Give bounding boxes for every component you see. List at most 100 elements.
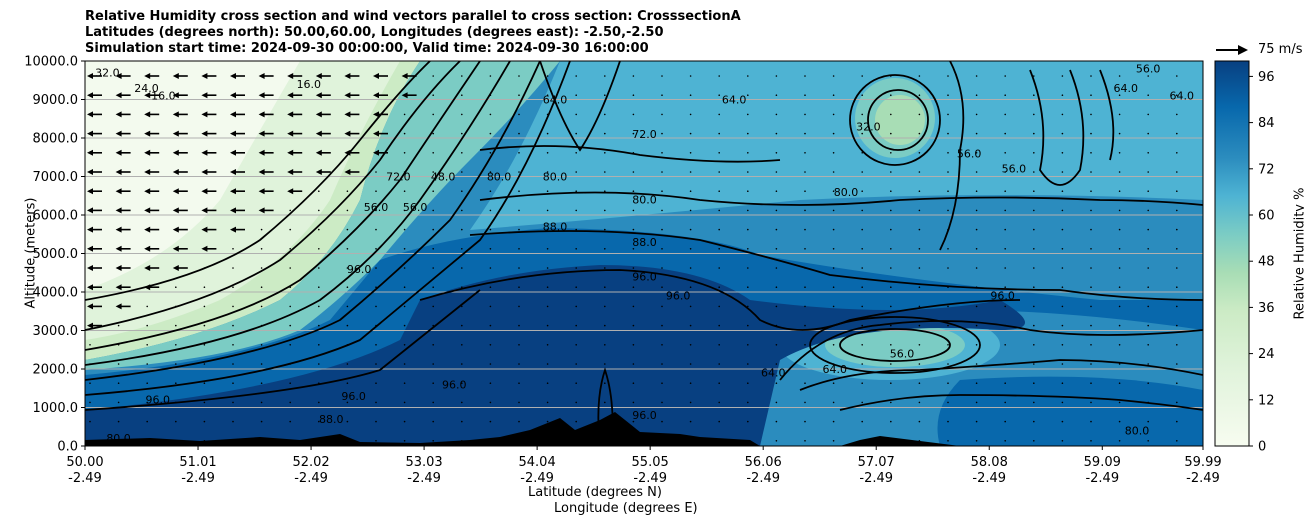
contour-label: 48.0 [431,170,456,183]
contour-label: 72.0 [386,170,411,183]
wind-vector-dot [1033,75,1035,77]
wind-vector-dot [432,344,435,346]
wind-vector-dot [718,420,720,423]
wind-vector-head [87,322,93,329]
wind-vector-dot [775,113,778,116]
wind-vector-head [201,92,208,99]
wind-vector-dot [604,248,606,250]
contour-label: 64.0 [1114,82,1139,95]
wind-vector-dot [947,152,949,154]
wind-vector-head [87,265,93,271]
wind-vector-dot [1176,286,1178,289]
wind-vector-head [230,169,236,175]
wind-vector-dot [1205,440,1207,442]
wind-vector-head [172,245,179,252]
wind-vector-dot [1118,401,1121,404]
wind-vector-dot [346,305,349,308]
wind-vector-dot [890,190,892,192]
wind-vector-dot [604,305,606,308]
wind-vector-dot [375,305,377,308]
wind-vector-dot [747,190,749,192]
wind-vector-dot [1176,171,1178,173]
colorbar-tick-label: 60 [1258,209,1275,224]
wind-vector-dot [432,228,435,231]
x-tick-label-lat: 52.02 [292,455,329,470]
wind-vector-head [172,188,179,195]
wind-vector-dot [632,344,635,346]
wind-vector-dot [518,324,520,327]
wind-vector-dot [975,228,978,231]
wind-vector-dot [918,420,921,423]
wind-vector-head [315,111,322,118]
wind-vector-dot [1061,401,1064,404]
wind-vector-dot [890,401,892,404]
wind-vector-dot [832,248,835,250]
wind-vector-dot [432,401,435,404]
wind-vector-dot [489,305,492,308]
wind-vector-dot [232,324,234,327]
wind-vector-dot [375,324,377,327]
wind-vector-dot [432,286,435,289]
wind-vector-dot [1176,132,1178,135]
y-tick-label: 10000.0 [24,55,78,70]
wind-vector-head [87,169,93,175]
wind-vector-dot [1176,363,1178,365]
wind-vector-head [201,207,208,214]
wind-vector-dot [947,228,949,231]
wind-vector-dot [232,344,234,346]
wind-vector-dot [175,324,177,327]
wind-vector-dot [718,401,720,404]
wind-vector-dot [1118,382,1121,385]
wind-vector-dot [203,324,206,327]
wind-vector-dot [546,190,549,192]
wind-vector-dot [1061,113,1064,116]
wind-vector-head [115,188,122,195]
contour-label: 24.0 [134,82,159,95]
wind-vector-dot [1004,286,1006,289]
wind-vector-head [315,92,322,99]
wind-vector-dot [1033,152,1035,154]
wind-vector-dot [1061,171,1064,173]
wind-vector-dot [175,440,177,442]
wind-vector-dot [947,363,949,365]
wind-vector-dot [232,267,234,269]
wind-vector-head [287,169,294,175]
wind-vector-dot [861,75,863,77]
wind-vector-dot [775,75,778,77]
wind-vector-dot [461,324,463,327]
wind-vector-head [373,73,379,79]
wind-vector-dot [461,420,463,423]
wind-vector-dot [918,209,921,212]
contour-label: 64.0 [543,93,568,106]
wind-vector-dot [1004,228,1006,231]
wind-vector-dot [1118,228,1121,231]
wind-vector-dot [832,228,835,231]
wind-vector-head [87,149,93,156]
wind-vector-dot [518,152,520,154]
wind-vector-dot [1061,344,1064,346]
wind-vector-dot [1205,402,1207,404]
wind-vector-dot [1090,75,1092,77]
wind-vector-head [144,111,151,118]
wind-vector-dot [375,171,377,173]
wind-vector-head [115,169,122,175]
wind-vector-dot [346,267,349,269]
contour-label: 80.0 [632,193,657,206]
wind-vector-head [287,111,294,118]
colorbar-label: Relative Humidity % [1292,188,1304,320]
wind-vector-dot [1147,401,1149,404]
wind-vector-head [401,92,408,99]
contour-label: 56.0 [1002,163,1027,176]
wind-vector-dot [1090,440,1092,442]
wind-vector-dot [1033,420,1035,423]
wind-vector-dot [861,401,863,404]
wind-vector-dot [604,113,606,116]
x-tick-label-lon: -2.49 [972,471,1006,486]
wind-vector-dot [146,305,148,308]
wind-vector-dot [403,440,406,442]
wind-vector-dot [1090,324,1092,327]
wind-vector-dot [318,401,320,404]
wind-vector-head [115,226,122,233]
wind-vector-dot [432,420,435,423]
wind-vector-dot [1004,344,1006,346]
